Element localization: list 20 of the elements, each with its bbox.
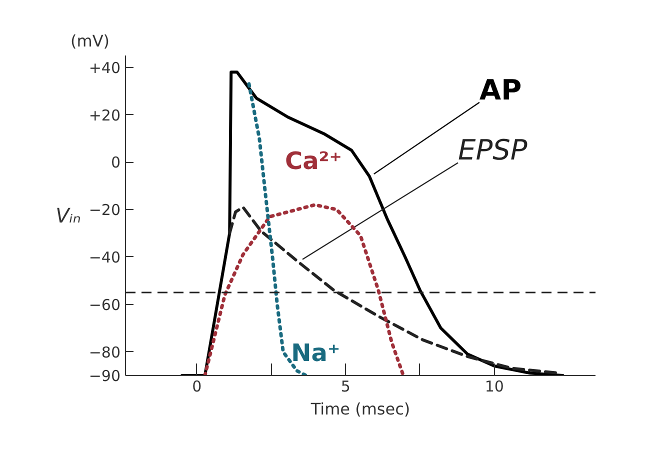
x-axis-title: Time (msec): [310, 400, 410, 418]
x-tick-label: 10: [484, 378, 504, 396]
y-axis-title: Vᵢₙ: [56, 204, 81, 228]
y-tick-label: −60: [88, 296, 120, 314]
y-tick-label: −20: [88, 201, 120, 220]
series-label: Na⁺: [291, 338, 340, 367]
y-tick-label: +20: [88, 106, 120, 124]
x-tick-label: 5: [340, 378, 350, 396]
line-series: [180, 70, 564, 376]
y-tick-label: −40: [88, 248, 120, 266]
x-tick-label: 0: [192, 378, 202, 396]
line-series: [203, 203, 406, 376]
y-tick-label: −90: [88, 367, 120, 385]
text: AP: [479, 73, 522, 106]
y-tick-label: +40: [88, 58, 120, 77]
series-label: Ca²⁺: [284, 146, 342, 175]
text: (mV): [70, 32, 110, 50]
text: EPSP: [458, 134, 528, 167]
y-tick-label: 0: [110, 154, 121, 172]
y-tick-label: −80: [88, 343, 120, 362]
